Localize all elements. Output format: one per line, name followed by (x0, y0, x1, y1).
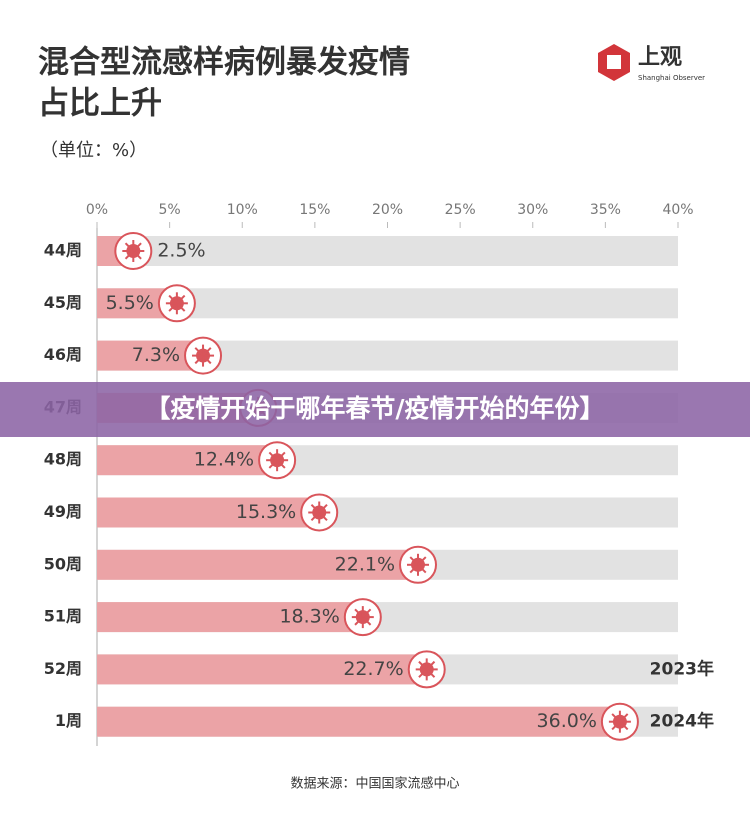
virus-icon (354, 616, 364, 626)
virus-icon (202, 347, 212, 357)
y-tick-label: 52周 (44, 659, 82, 678)
bar (97, 497, 320, 528)
virus-icon (276, 451, 286, 461)
x-tick-label: 30% (517, 202, 548, 218)
virus-icon (354, 608, 364, 618)
annotation: 2023年 (650, 658, 714, 679)
virus-icon (619, 720, 629, 731)
logo-subtext: Shanghai Observer (638, 74, 705, 82)
virus-icon (176, 294, 186, 305)
virus-icon (268, 459, 278, 469)
virus-icon (168, 302, 178, 312)
virus-icon (176, 302, 186, 312)
bar-track (97, 236, 678, 266)
virus-icon (417, 564, 427, 574)
virus-icon (362, 616, 372, 626)
value-label: 22.7% (343, 658, 403, 680)
virus-icon (276, 459, 286, 469)
x-tick-label: 25% (445, 202, 476, 218)
y-tick-label: 51周 (44, 607, 82, 626)
y-tick-label: 48周 (44, 450, 82, 469)
chart-title: 混合型流感样病例暴发疫情 (38, 45, 410, 81)
virus-icon (611, 720, 621, 731)
virus-icon (417, 556, 427, 566)
y-tick-label: 49周 (44, 502, 82, 521)
x-tick-label: 35% (590, 202, 621, 218)
virus-icon (124, 250, 135, 260)
x-tick-label: 5% (159, 202, 181, 218)
x-tick-label: 20% (372, 202, 403, 218)
virus-icon (418, 660, 428, 671)
value-label: 18.3% (279, 606, 339, 628)
virus-icon (132, 250, 142, 260)
virus-icon (194, 347, 204, 357)
y-tick-label: 50周 (44, 554, 82, 573)
bar (97, 549, 419, 580)
y-tick-label: 46周 (44, 345, 82, 364)
value-label: 36.0% (537, 710, 597, 732)
value-label: 15.3% (236, 501, 296, 523)
x-tick-label: 10% (227, 202, 258, 218)
value-label: 12.4% (194, 449, 254, 471)
virus-icon (318, 504, 328, 514)
virus-icon (310, 511, 320, 521)
value-label: 22.1% (335, 553, 395, 575)
virus-icon (310, 504, 320, 514)
virus-icon (409, 556, 419, 566)
virus-icon (202, 354, 212, 365)
virus-icon (426, 660, 436, 671)
bar (97, 654, 427, 685)
source: 数据来源：中国国家流感中心 (290, 776, 459, 792)
value-label: 2.5% (157, 240, 205, 262)
banner (0, 382, 750, 437)
logo-icon (607, 55, 621, 69)
virus-icon (168, 294, 178, 305)
chart-title: 占比上升 (38, 86, 162, 122)
y-tick-label: 1周 (55, 711, 82, 730)
y-tick-label: 45周 (44, 293, 82, 312)
annotation: 2024年 (650, 711, 714, 732)
x-tick-label: 0% (86, 202, 108, 218)
virus-icon (124, 242, 135, 252)
logo: 上观 Shanghai Observer (598, 44, 705, 82)
virus-icon (362, 608, 372, 618)
virus-icon (418, 668, 428, 678)
virus-icon (268, 451, 278, 461)
x-tick-label: 15% (299, 202, 330, 218)
banner-text: 【疫情开始于哪年春节/疫情开始的年份】 (145, 394, 604, 423)
subtitle: （单位：%） (40, 140, 147, 161)
x-tick-label: 40% (662, 202, 693, 218)
virus-icon (426, 668, 436, 678)
virus-icon (611, 713, 621, 723)
virus-icon (132, 242, 142, 252)
logo-text: 上观 (638, 45, 682, 70)
value-label: 5.5% (106, 292, 154, 314)
virus-icon (409, 564, 419, 574)
virus-icon (318, 511, 328, 521)
value-label: 7.3% (132, 344, 180, 366)
bar (97, 706, 620, 737)
virus-icon (619, 713, 629, 723)
virus-icon (194, 354, 204, 365)
bar (97, 445, 278, 476)
y-tick-label: 44周 (44, 241, 82, 260)
bar (97, 602, 363, 633)
